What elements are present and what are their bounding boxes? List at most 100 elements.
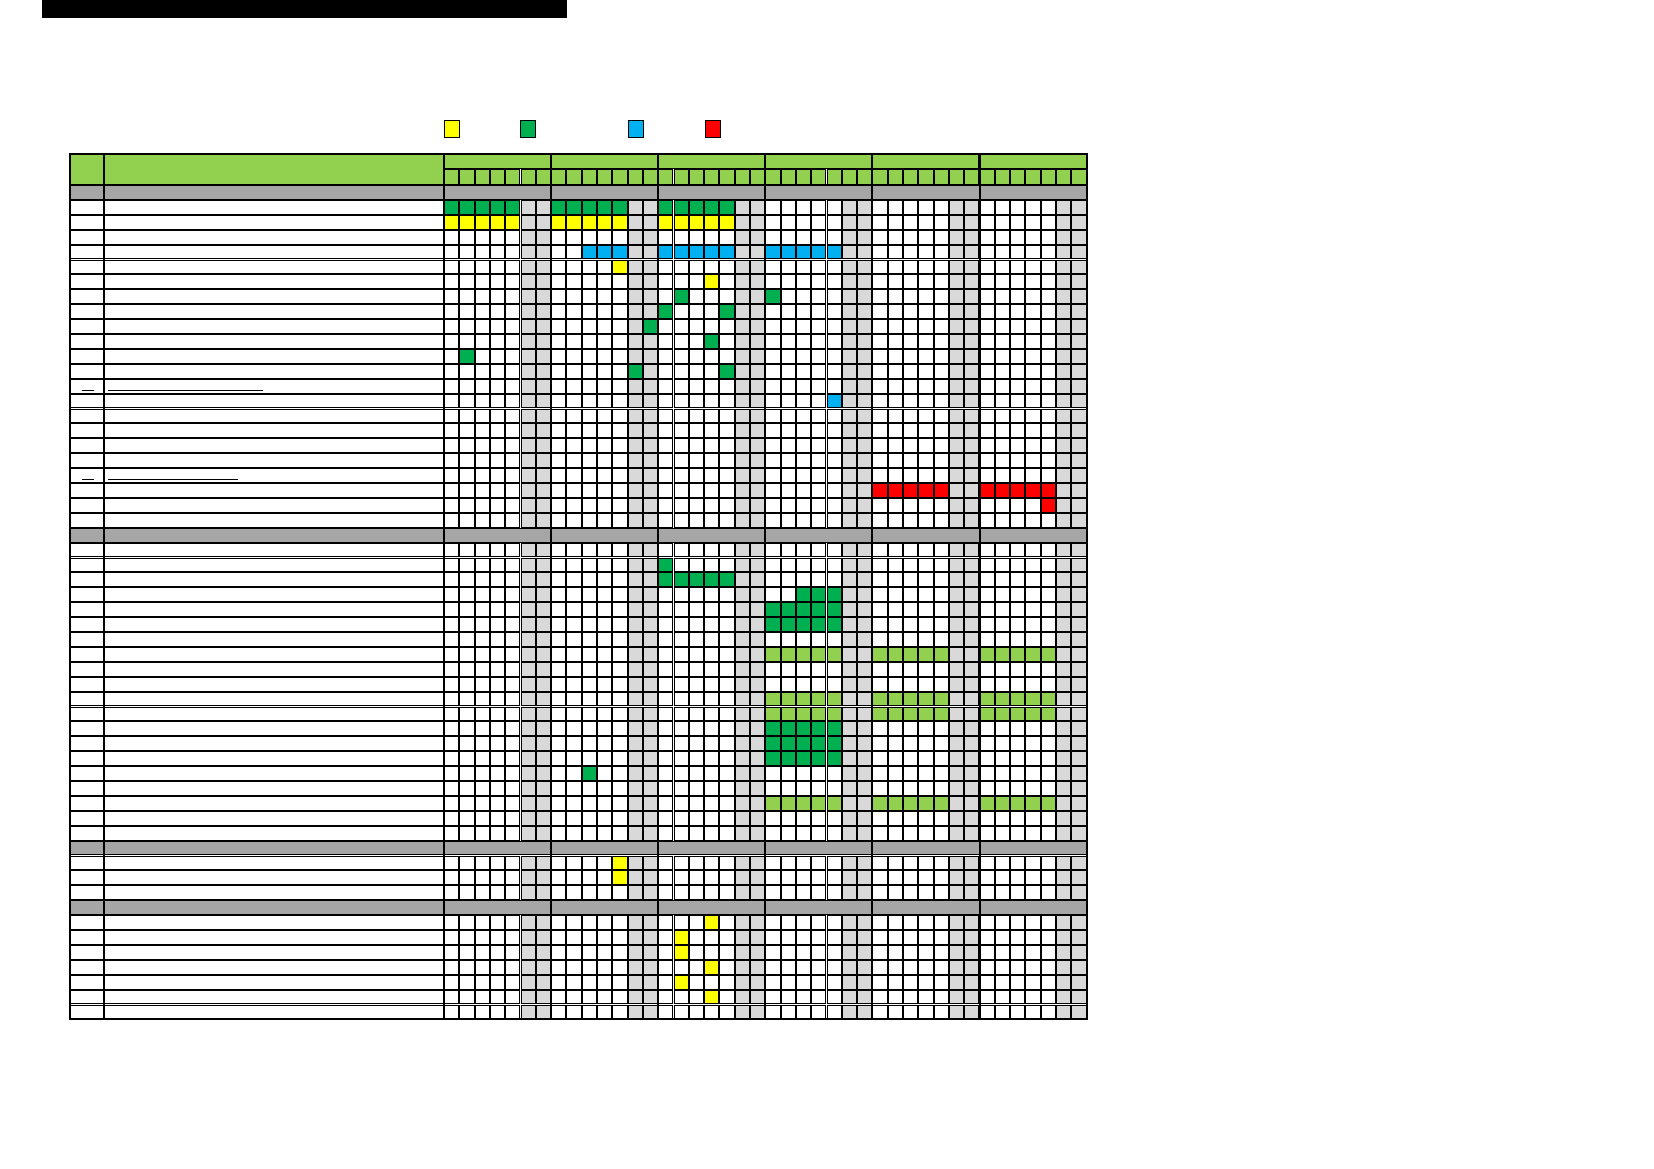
day-cell: [765, 319, 781, 334]
day-cell: [750, 706, 766, 722]
day-cell: [734, 512, 750, 528]
day-cell: [551, 825, 567, 841]
day-cell: [780, 587, 796, 603]
day-cell: [566, 602, 582, 618]
day-cell: [1071, 244, 1087, 260]
day-cell: [903, 915, 919, 930]
row-item-cell: [104, 810, 444, 826]
day-cell: [612, 423, 628, 439]
day-cell: [658, 915, 674, 930]
day-cell: [658, 229, 674, 245]
day-cell: [581, 259, 597, 275]
day-cell: [933, 289, 949, 305]
day-cell: [551, 363, 567, 379]
day-cell: [887, 736, 903, 752]
row-no-cell: [70, 1004, 104, 1020]
day-cell: [1040, 944, 1056, 960]
row-item-cell: [104, 587, 444, 603]
day-cell: [704, 646, 720, 662]
schedule-mark: [826, 617, 842, 632]
day-cell: [474, 781, 490, 796]
day-cell: [734, 542, 750, 558]
day-cell: [780, 483, 796, 498]
day-cell: [964, 676, 980, 692]
day-cell: [489, 617, 506, 632]
day-cell: [780, 378, 796, 394]
day-cell: [1056, 810, 1072, 826]
day-cell: [612, 497, 628, 513]
day-cell: [734, 706, 750, 722]
day-cell: [734, 661, 750, 677]
day-cell: [459, 691, 475, 707]
day-cell: [642, 795, 659, 811]
day-cell: [811, 661, 827, 677]
day-cell: [750, 289, 766, 305]
row-no-cell: [70, 795, 104, 811]
day-cell: [597, 736, 613, 752]
day-cell: [597, 930, 613, 945]
day-cell: [566, 721, 582, 737]
day-cell: [566, 632, 582, 647]
day-cell: [673, 691, 689, 707]
day-cell: [948, 885, 965, 901]
day-cell: [520, 1004, 536, 1020]
day-cell: [979, 602, 995, 618]
day-cell: [1056, 870, 1072, 886]
row-item-cell: [104, 259, 444, 275]
day-cell: [1040, 468, 1056, 483]
day-cell: [581, 289, 597, 305]
day-cell: [994, 274, 1011, 290]
day-cell: [826, 348, 842, 364]
day-cell: [918, 229, 934, 245]
day-cell: [857, 512, 873, 528]
day-cell: [474, 825, 490, 841]
row-no-cell: [70, 751, 104, 767]
day-cell: [1056, 289, 1072, 305]
schedule-mark: [979, 795, 995, 811]
day-cell: [872, 274, 888, 290]
day-cell: [535, 259, 552, 275]
row-no-cell: [70, 706, 104, 722]
day-cell: [811, 438, 827, 454]
day-cell: [933, 244, 949, 260]
day-cell: [1010, 1004, 1026, 1020]
day-cell: [780, 632, 796, 647]
day-cell: [994, 557, 1011, 573]
day-cell: [566, 274, 582, 290]
row-item-cell: [104, 512, 444, 528]
day-cell: [1040, 959, 1056, 975]
day-cell: [887, 661, 903, 677]
day-cell: [811, 944, 827, 960]
day-cell: [704, 855, 720, 871]
day-cell: [826, 766, 842, 781]
day-cell: [673, 825, 689, 841]
day-cell: [704, 706, 720, 722]
day-cell: [765, 512, 781, 528]
day-cell: [964, 959, 980, 975]
day-cell: [597, 557, 613, 573]
day-cell: [872, 930, 888, 945]
day-cell: [933, 587, 949, 603]
day-cell: [597, 646, 613, 662]
schedule-mark: [780, 721, 796, 737]
day-cell: [459, 512, 475, 528]
day-cell: [658, 870, 674, 886]
day-cell: [581, 408, 597, 424]
day-cell: [872, 632, 888, 647]
day-cell: [1025, 959, 1041, 975]
day-cell: [826, 423, 842, 439]
row-no-cell: [70, 855, 104, 871]
day-cell: [627, 304, 643, 320]
day-cell: [1010, 214, 1026, 230]
day-cell: [994, 244, 1011, 260]
day-cell: [627, 334, 643, 349]
schedule-mark: [903, 691, 919, 707]
day-cell: [505, 795, 521, 811]
day-cell: [627, 646, 643, 662]
day-cell: [750, 423, 766, 439]
row-item-cell: [104, 304, 444, 320]
day-cell: [918, 348, 934, 364]
day-cell: [719, 1004, 735, 1020]
day-cell: [704, 974, 720, 990]
day-cell: [642, 542, 659, 558]
